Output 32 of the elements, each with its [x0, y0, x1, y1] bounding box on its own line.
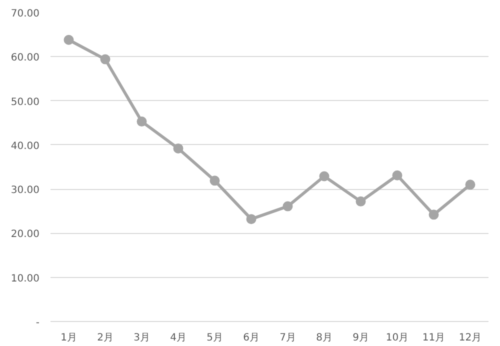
- point: [392, 170, 402, 180]
- point: [319, 171, 330, 182]
- point: [136, 116, 147, 127]
- point: [210, 176, 220, 186]
- x-tick-label: 1月: [60, 332, 77, 344]
- point: [428, 210, 439, 220]
- y-tick-label: 50.00: [10, 96, 40, 108]
- point: [465, 180, 476, 190]
- x-tick-label: 9月: [352, 332, 369, 344]
- point: [100, 54, 110, 64]
- y-tick-label: -: [36, 318, 40, 328]
- x-tick-label: 5月: [206, 332, 223, 344]
- y-tick-label: 20.00: [10, 229, 40, 240]
- x-tick-label: 7月: [280, 332, 296, 344]
- x-tick-label: 2月: [97, 332, 114, 344]
- x-tick-label: 4月: [170, 332, 186, 344]
- point: [64, 34, 74, 45]
- x-tick-label: 3月: [134, 332, 150, 344]
- y-tick-label: 60.00: [10, 52, 40, 64]
- y-tick-label: 30.00: [10, 185, 40, 196]
- point: [246, 214, 256, 224]
- y-tick-label: 10.00: [10, 273, 40, 284]
- x-tick-label: 10月: [386, 332, 409, 344]
- x-tick-label: 11月: [422, 332, 446, 344]
- point: [282, 201, 293, 212]
- point: [356, 196, 366, 206]
- x-tick-label: 6月: [243, 332, 260, 344]
- y-tick-label: 40.00: [10, 140, 40, 152]
- y-tick-label: 70.00: [10, 8, 40, 20]
- point: [173, 143, 184, 154]
- x-tick-label: 12月: [458, 332, 482, 344]
- x-tick-label: 8月: [316, 332, 332, 344]
